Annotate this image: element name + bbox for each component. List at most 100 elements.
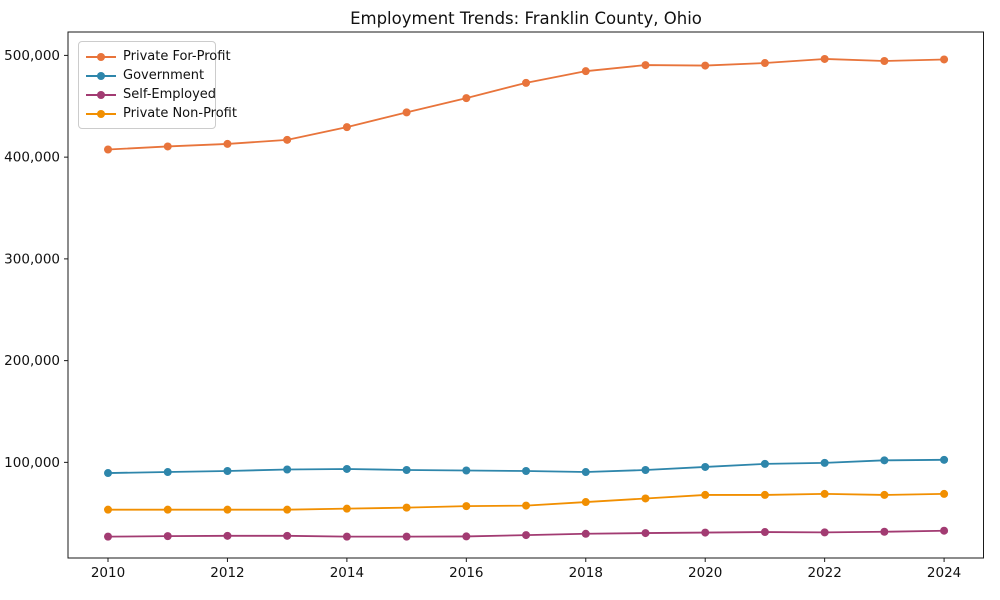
data-point-government-2016: [462, 466, 471, 475]
data-point-government-2018: [581, 468, 590, 477]
data-point-private-non-profit-2019: [641, 494, 650, 503]
data-point-private-for-profit-2016: [462, 94, 471, 103]
data-point-government-2011: [163, 468, 172, 477]
data-point-government-2013: [283, 465, 292, 474]
series-line-private-for-profit: [107, 58, 945, 151]
data-point-private-for-profit-2014: [342, 123, 351, 132]
data-point-government-2022: [820, 458, 829, 467]
data-point-private-non-profit-2011: [163, 505, 172, 514]
data-point-self-employed-2010: [104, 532, 113, 541]
data-point-private-non-profit-2017: [522, 501, 531, 510]
data-point-private-for-profit-2022: [820, 54, 829, 63]
series-self-employed: [104, 526, 949, 541]
x-axis-tick-label: 2022: [807, 565, 841, 581]
data-point-government-2020: [701, 462, 710, 471]
data-point-government-2023: [880, 456, 889, 465]
legend-marker-icon: [86, 50, 116, 64]
y-axis-tick-label: 500,000: [4, 48, 60, 64]
data-point-private-non-profit-2024: [940, 489, 949, 498]
legend-dot-swatch: [97, 52, 105, 61]
data-point-private-for-profit-2021: [760, 59, 769, 68]
data-point-private-for-profit-2011: [163, 142, 172, 151]
x-axis-tick-label: 2010: [91, 565, 125, 581]
data-point-private-for-profit-2010: [104, 145, 113, 154]
x-axis-tick-label: 2016: [449, 565, 483, 581]
legend-dot-swatch: [97, 90, 105, 99]
data-point-private-for-profit-2013: [283, 135, 292, 144]
data-point-self-employed-2021: [760, 528, 769, 537]
data-point-government-2019: [641, 465, 650, 474]
data-point-private-non-profit-2021: [760, 490, 769, 499]
legend-entry-private-non-profit: Private Non-Profit: [86, 104, 237, 123]
data-point-private-non-profit-2013: [283, 505, 292, 514]
data-point-government-2024: [940, 455, 949, 464]
series-private-for-profit: [104, 54, 949, 154]
legend-dot-swatch: [97, 109, 105, 118]
data-point-private-non-profit-2014: [342, 504, 351, 513]
x-axis-tick-label: 2012: [210, 565, 244, 581]
data-point-government-2012: [223, 467, 232, 476]
legend-dot-swatch: [97, 71, 105, 80]
legend-entry-government: Government: [86, 66, 207, 85]
legend-marker-icon: [86, 107, 116, 121]
legend-marker-icon: [86, 88, 116, 102]
data-point-private-for-profit-2015: [402, 108, 411, 117]
data-point-self-employed-2023: [880, 527, 889, 536]
data-point-self-employed-2019: [641, 529, 650, 538]
data-point-private-for-profit-2024: [940, 55, 949, 64]
chart-title: Employment Trends: Franklin County, Ohio: [350, 9, 702, 28]
data-point-self-employed-2015: [402, 532, 411, 541]
data-point-private-for-profit-2018: [581, 67, 590, 76]
series-private-non-profit: [104, 489, 949, 514]
data-point-private-non-profit-2022: [820, 489, 829, 498]
data-point-private-for-profit-2012: [223, 139, 232, 148]
x-axis: 2010 2012 2014 2016 2018 2020 2022 2024: [91, 558, 961, 581]
data-point-government-2017: [522, 467, 531, 476]
data-point-private-non-profit-2016: [462, 502, 471, 511]
data-point-private-for-profit-2019: [641, 61, 650, 70]
legend-entry-private-for-profit: Private For-Profit: [86, 47, 231, 66]
data-point-self-employed-2012: [223, 531, 232, 540]
series-government: [104, 455, 949, 478]
y-axis-tick-label: 100,000: [4, 455, 60, 471]
data-point-private-for-profit-2017: [522, 78, 531, 87]
y-axis-tick-label: 300,000: [4, 251, 60, 267]
data-point-self-employed-2020: [701, 528, 710, 537]
data-point-self-employed-2016: [462, 532, 471, 541]
data-point-government-2014: [342, 464, 351, 473]
data-point-self-employed-2018: [581, 529, 590, 538]
data-point-self-employed-2013: [283, 531, 292, 540]
data-point-self-employed-2011: [163, 532, 172, 541]
data-point-private-for-profit-2023: [880, 56, 889, 65]
x-axis-tick-label: 2020: [688, 565, 722, 581]
legend-marker-icon: [86, 69, 116, 83]
plot-border: [67, 31, 984, 559]
y-axis: 100,000 200,000 300,000 400,000 500,000: [4, 48, 68, 471]
x-axis-tick-label: 2024: [927, 565, 961, 581]
legend-label: Self-Employed: [123, 87, 217, 102]
legend-label: Private Non-Profit: [123, 106, 237, 121]
data-point-private-non-profit-2023: [880, 490, 889, 499]
data-point-self-employed-2024: [940, 526, 949, 535]
data-point-private-non-profit-2018: [581, 498, 590, 507]
legend: Private For-Profit Government Self-Employe…: [78, 41, 237, 129]
legend-entry-self-employed: Self-Employed: [86, 85, 216, 104]
data-point-government-2015: [402, 465, 411, 474]
data-point-private-non-profit-2020: [701, 490, 710, 499]
data-point-government-2010: [104, 469, 113, 478]
y-axis-tick-label: 400,000: [4, 150, 60, 166]
legend-label: Government: [123, 68, 205, 83]
x-axis-tick-label: 2018: [569, 565, 603, 581]
data-point-self-employed-2017: [522, 531, 531, 540]
data-point-self-employed-2014: [342, 532, 351, 541]
data-point-private-for-profit-2020: [701, 61, 710, 70]
y-axis-tick-label: 200,000: [4, 353, 60, 369]
x-axis-tick-label: 2014: [330, 565, 364, 581]
data-point-self-employed-2022: [820, 528, 829, 537]
data-point-private-non-profit-2012: [223, 505, 232, 514]
legend-label: Private For-Profit: [123, 49, 231, 64]
data-point-government-2021: [760, 459, 769, 468]
data-point-private-non-profit-2015: [402, 503, 411, 512]
